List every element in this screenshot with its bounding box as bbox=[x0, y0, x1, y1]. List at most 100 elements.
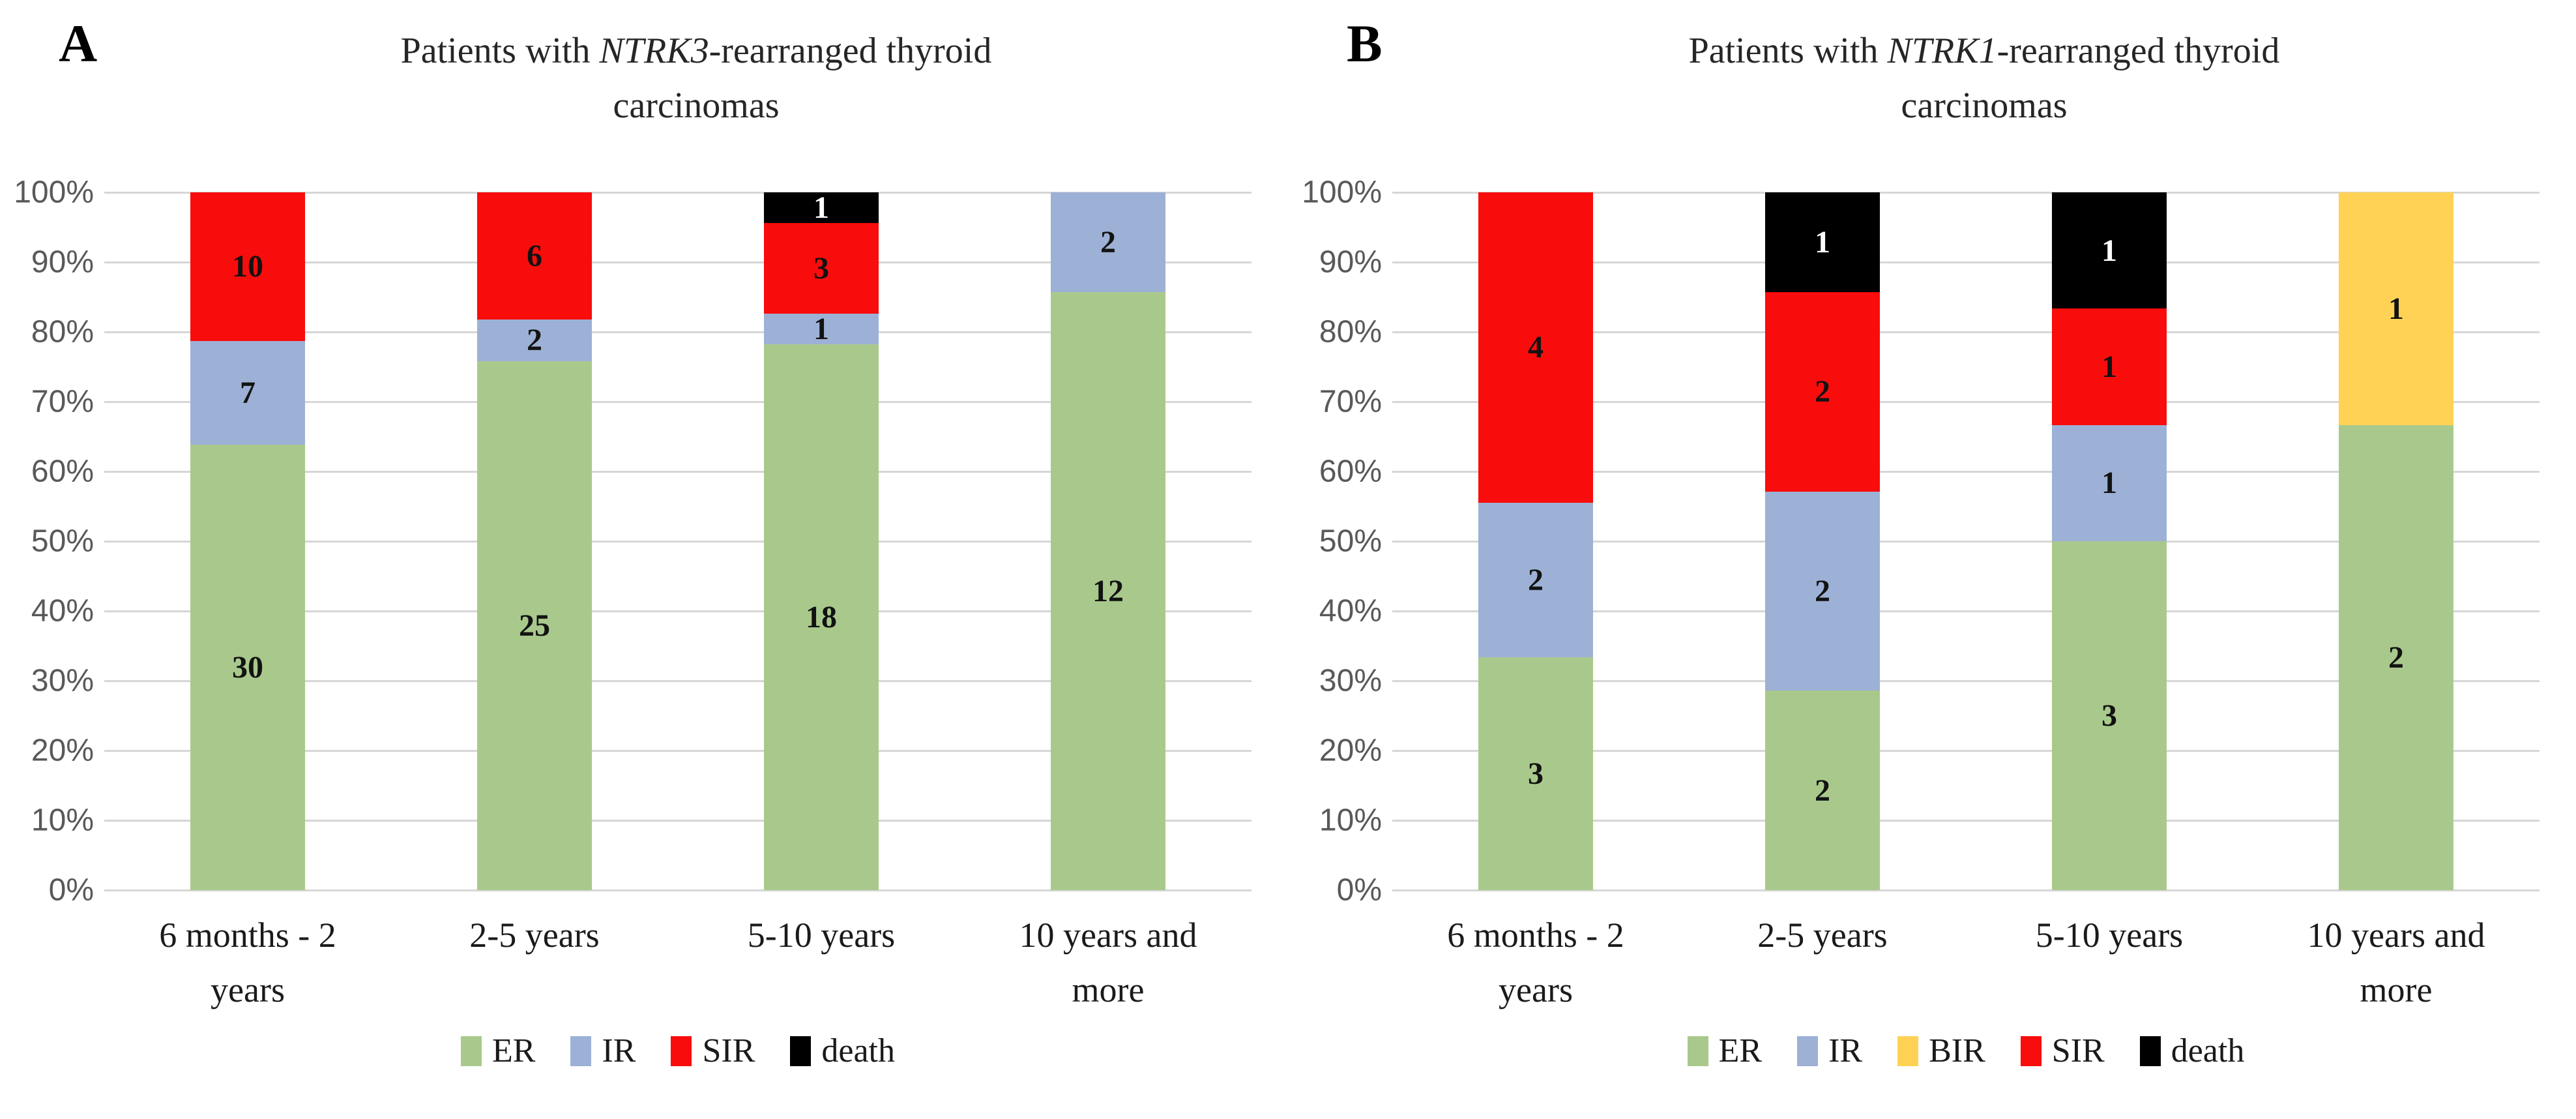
y-axis-tick-label: 20% bbox=[31, 733, 94, 768]
gridline bbox=[1392, 401, 2539, 403]
legend-row-b: ER IR BIR SIR death bbox=[1288, 1032, 2576, 1070]
bar-segment-death: 1 bbox=[764, 192, 879, 223]
legend-item-er: ER bbox=[1687, 1032, 1762, 1070]
y-axis-tick-label: 30% bbox=[31, 663, 94, 698]
bar-segment-er: 12 bbox=[1051, 291, 1165, 890]
stacked-bar: 2 12 bbox=[1051, 192, 1165, 890]
title-gene-italic: NTRK1 bbox=[1887, 31, 1997, 71]
gridline bbox=[1392, 192, 2539, 194]
legend-b: ER IR BIR SIR death bbox=[1392, 1032, 2539, 1070]
x-axis-row-b: 6 months - 2 years 2-5 years 5-10 years 10 … bbox=[1288, 908, 2576, 1017]
bar-segment-ir: 2 bbox=[1051, 192, 1165, 292]
y-axis-tick-label: 50% bbox=[1319, 524, 1382, 559]
title-text-suffix: -rearranged thyroid bbox=[1997, 31, 2280, 71]
gridlines-b bbox=[1392, 192, 2539, 891]
stacked-bar: 6 2 25 bbox=[477, 192, 592, 890]
bar-segment-er: 3 bbox=[1478, 657, 1593, 890]
x-axis-spacer bbox=[1288, 908, 1392, 1017]
gridline bbox=[104, 331, 1251, 333]
gridline bbox=[1392, 820, 2539, 822]
bar-segment-sir: 1 bbox=[2052, 308, 2167, 425]
gridline bbox=[1392, 750, 2539, 752]
bar-segment-er: 2 bbox=[2339, 425, 2453, 890]
bars-a: 10 7 30 6 2 25 1 3 1 18 2 12 bbox=[104, 192, 1251, 890]
x-axis-category-label: 10 years and more bbox=[2307, 916, 2485, 1009]
legend-swatch-bir bbox=[1897, 1036, 1919, 1066]
y-axis-b: 100% 90% 80% 70% 60% 50% 40% 30% 20% 10% 0% bbox=[1288, 175, 1392, 908]
x-axis-category-label: 2-5 years bbox=[1757, 916, 1888, 955]
x-axis-spacer bbox=[0, 908, 104, 1017]
gridline bbox=[104, 820, 1251, 822]
y-axis-tick-label: 100% bbox=[14, 175, 94, 210]
category-slot: 1 3 1 18 bbox=[678, 192, 965, 890]
gridline bbox=[1392, 261, 2539, 263]
x-axis-category-label: 5-10 years bbox=[747, 916, 896, 955]
legend-swatch-ir bbox=[570, 1036, 592, 1066]
gridline bbox=[104, 401, 1251, 403]
gridline bbox=[104, 610, 1251, 612]
bar-segment-sir: 2 bbox=[1765, 291, 1880, 492]
panel-a-title: Patients with NTRK3-rearranged thyroid ca… bbox=[104, 0, 1288, 133]
y-axis-tick-label: 70% bbox=[31, 384, 94, 419]
gridline bbox=[1392, 610, 2539, 612]
legend-item-bir: BIR bbox=[1897, 1032, 1985, 1070]
gridline bbox=[1392, 471, 2539, 473]
gridline bbox=[104, 471, 1251, 473]
gridline bbox=[1392, 889, 2539, 891]
gridline bbox=[104, 192, 1251, 194]
y-axis-tick-label: 40% bbox=[1319, 593, 1382, 629]
y-axis-tick-label: 0% bbox=[48, 873, 94, 908]
legend-label: ER bbox=[492, 1032, 536, 1070]
title-gene-italic: NTRK3 bbox=[599, 31, 709, 71]
y-axis-tick-label: 20% bbox=[1319, 733, 1382, 768]
legend-item-death: death bbox=[790, 1032, 895, 1070]
x-axis-row-a: 6 months - 2 years 2-5 years 5-10 years 10 … bbox=[0, 908, 1288, 1017]
panel-b: B Patients with NTRK1-rearranged thyroid… bbox=[1288, 0, 2576, 1119]
legend-swatch-death bbox=[2139, 1036, 2161, 1066]
y-axis-tick-label: 10% bbox=[31, 803, 94, 838]
title-text-prefix: Patients with bbox=[1688, 31, 1888, 71]
chart-area-a: 100% 90% 80% 70% 60% 50% 40% 30% 20% 10% 0% 10 7 30 6… bbox=[0, 175, 1288, 908]
y-axis-a: 100% 90% 80% 70% 60% 50% 40% 30% 20% 10% 0% bbox=[0, 175, 104, 908]
y-axis-tick-label: 0% bbox=[1336, 873, 1382, 908]
panel-a-letter: A bbox=[59, 14, 98, 73]
gridline bbox=[1392, 680, 2539, 682]
x-axis-labels-a: 6 months - 2 years 2-5 years 5-10 years 10 … bbox=[104, 908, 1251, 1017]
y-axis-tick-label: 90% bbox=[31, 245, 94, 280]
panel-a-header: A Patients with NTRK3-rearranged thyroid… bbox=[0, 0, 1288, 192]
bar-segment-ir: 2 bbox=[1478, 502, 1593, 658]
legend-row-a: ER IR SIR death bbox=[0, 1032, 1288, 1070]
bar-segment-ir: 7 bbox=[190, 340, 305, 445]
gridline bbox=[104, 889, 1251, 891]
gridline bbox=[104, 261, 1251, 263]
legend-swatch-sir bbox=[2020, 1036, 2042, 1066]
title-line2: carcinomas bbox=[1901, 85, 2068, 126]
bar-segment-bir: 1 bbox=[2339, 192, 2453, 425]
stacked-bar: 1 3 1 18 bbox=[764, 192, 879, 890]
bar-segment-ir: 2 bbox=[477, 319, 592, 362]
legend-swatch-ir bbox=[1797, 1036, 1819, 1066]
legend-label: BIR bbox=[1929, 1032, 1985, 1070]
legend-spacer bbox=[0, 1032, 104, 1070]
stacked-bar: 10 7 30 bbox=[190, 192, 305, 890]
title-text-suffix: -rearranged thyroid bbox=[709, 31, 992, 71]
title-text-prefix: Patients with bbox=[400, 31, 600, 71]
bar-segment-sir: 4 bbox=[1478, 192, 1593, 503]
legend-label: death bbox=[2171, 1032, 2245, 1070]
title-line2: carcinomas bbox=[613, 85, 780, 126]
bar-segment-er: 30 bbox=[190, 445, 305, 890]
panel-b-title: Patients with NTRK1-rearranged thyroid ca… bbox=[1392, 0, 2576, 133]
gridline bbox=[104, 680, 1251, 682]
legend-item-er: ER bbox=[461, 1032, 535, 1070]
x-axis-labels-b: 6 months - 2 years 2-5 years 5-10 years 10 … bbox=[1392, 908, 2539, 1017]
